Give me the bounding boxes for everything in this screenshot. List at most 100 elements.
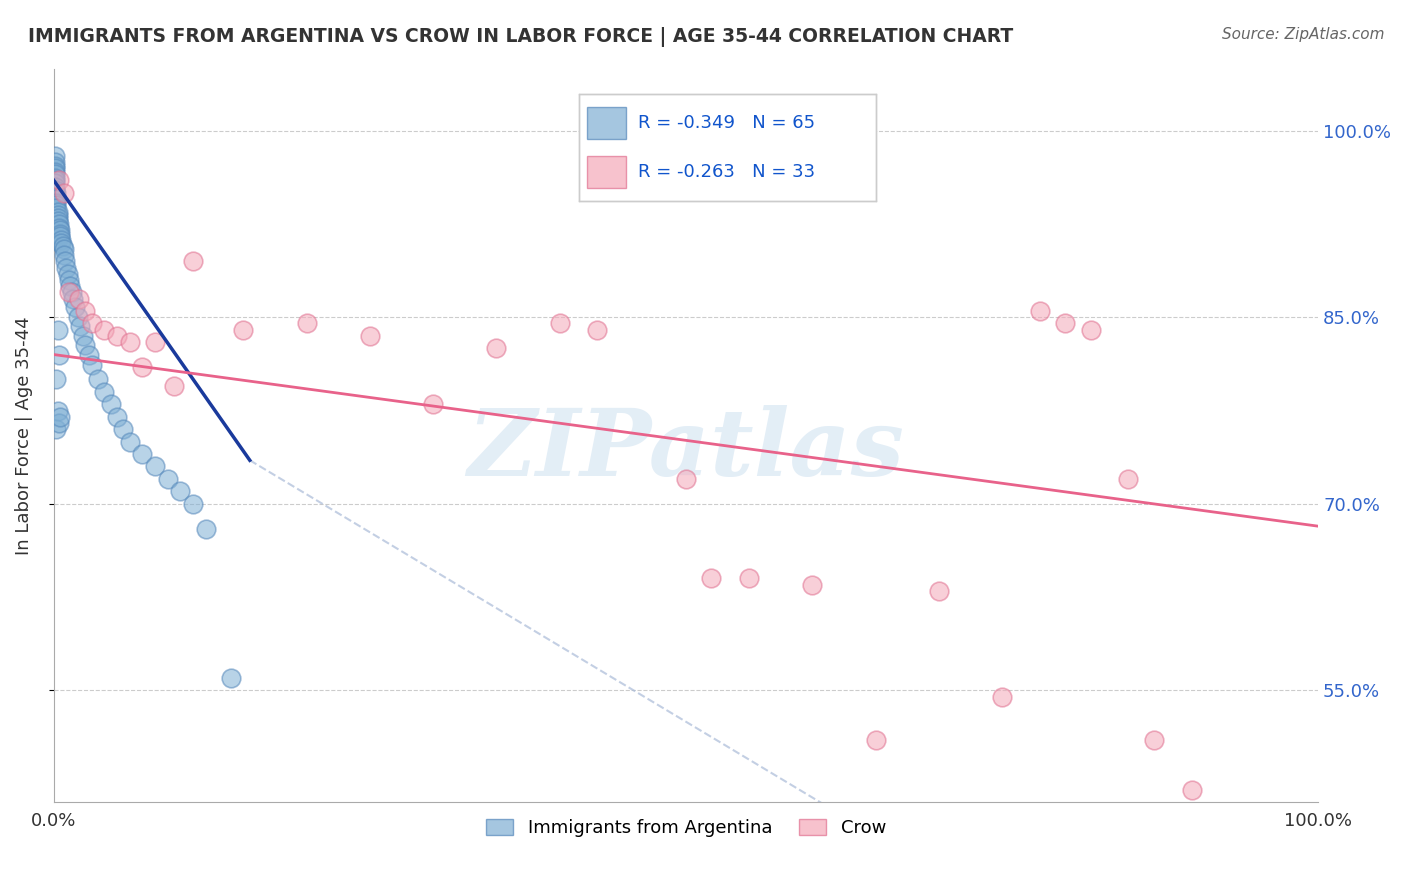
Point bbox=[194, 522, 217, 536]
Text: ZIPatlas: ZIPatlas bbox=[467, 405, 904, 495]
Point bbox=[801, 577, 824, 591]
Point bbox=[422, 397, 444, 411]
Point bbox=[295, 317, 318, 331]
Point bbox=[45, 201, 67, 215]
Point bbox=[100, 397, 122, 411]
Point bbox=[181, 497, 204, 511]
Point bbox=[49, 227, 72, 241]
Point bbox=[44, 148, 66, 162]
Point bbox=[45, 198, 67, 212]
Point bbox=[69, 318, 91, 333]
Point bbox=[48, 416, 70, 430]
Point bbox=[51, 233, 73, 247]
Point bbox=[45, 422, 67, 436]
Point bbox=[59, 279, 82, 293]
Point bbox=[45, 186, 67, 200]
Point bbox=[44, 167, 66, 181]
Point bbox=[44, 159, 66, 173]
Point bbox=[181, 254, 204, 268]
Point bbox=[58, 273, 80, 287]
Point bbox=[48, 173, 70, 187]
Legend: Immigrants from Argentina, Crow: Immigrants from Argentina, Crow bbox=[479, 812, 893, 845]
Point bbox=[45, 372, 67, 386]
Point bbox=[67, 292, 90, 306]
Point bbox=[131, 447, 153, 461]
Point bbox=[359, 329, 381, 343]
Point bbox=[87, 372, 110, 386]
Point bbox=[1118, 472, 1140, 486]
Point bbox=[118, 335, 141, 350]
Point bbox=[163, 378, 186, 392]
Point bbox=[49, 229, 72, 244]
Point bbox=[49, 223, 72, 237]
Point bbox=[105, 329, 128, 343]
Point bbox=[169, 484, 191, 499]
Point bbox=[44, 161, 66, 175]
Point bbox=[928, 583, 950, 598]
Point bbox=[118, 434, 141, 449]
Point bbox=[51, 235, 73, 250]
Point bbox=[548, 317, 571, 331]
Point bbox=[46, 323, 69, 337]
Point bbox=[586, 323, 609, 337]
Point bbox=[44, 173, 66, 187]
Point bbox=[44, 154, 66, 169]
Point bbox=[80, 358, 103, 372]
Point bbox=[156, 472, 179, 486]
Point bbox=[44, 171, 66, 186]
Y-axis label: In Labor Force | Age 35-44: In Labor Force | Age 35-44 bbox=[15, 316, 32, 555]
Point bbox=[44, 165, 66, 179]
Point bbox=[485, 342, 508, 356]
Point bbox=[75, 304, 97, 318]
Point bbox=[45, 195, 67, 210]
Point bbox=[45, 189, 67, 203]
Point bbox=[46, 204, 69, 219]
Text: Source: ZipAtlas.com: Source: ZipAtlas.com bbox=[1222, 27, 1385, 42]
Point bbox=[52, 248, 75, 262]
Point bbox=[105, 409, 128, 424]
Point bbox=[56, 267, 79, 281]
Point bbox=[219, 671, 242, 685]
Point bbox=[44, 183, 66, 197]
Point bbox=[65, 301, 87, 315]
Point bbox=[112, 422, 135, 436]
Point bbox=[143, 459, 166, 474]
Point bbox=[93, 323, 115, 337]
Point bbox=[675, 472, 697, 486]
Point bbox=[232, 323, 254, 337]
Point bbox=[46, 403, 69, 417]
Point bbox=[1181, 782, 1204, 797]
Point bbox=[48, 220, 70, 235]
Point bbox=[46, 208, 69, 222]
Point bbox=[66, 310, 89, 325]
Point bbox=[1080, 323, 1102, 337]
Point bbox=[49, 409, 72, 424]
Point bbox=[865, 733, 887, 747]
Point bbox=[143, 335, 166, 350]
Text: IMMIGRANTS FROM ARGENTINA VS CROW IN LABOR FORCE | AGE 35-44 CORRELATION CHART: IMMIGRANTS FROM ARGENTINA VS CROW IN LAB… bbox=[28, 27, 1014, 46]
Point bbox=[1143, 733, 1166, 747]
Point bbox=[52, 186, 75, 200]
Point bbox=[80, 317, 103, 331]
Point bbox=[55, 260, 77, 275]
Point bbox=[52, 242, 75, 256]
Point bbox=[131, 359, 153, 374]
Point bbox=[58, 285, 80, 300]
Point bbox=[75, 337, 97, 351]
Point bbox=[53, 254, 76, 268]
Point bbox=[991, 690, 1014, 704]
Point bbox=[48, 347, 70, 361]
Point bbox=[48, 217, 70, 231]
Point bbox=[62, 292, 84, 306]
Point bbox=[60, 285, 83, 300]
Point bbox=[52, 239, 75, 253]
Point bbox=[77, 347, 100, 361]
Point bbox=[45, 192, 67, 206]
Point bbox=[700, 571, 723, 585]
Point bbox=[72, 329, 94, 343]
Point bbox=[1029, 304, 1052, 318]
Point bbox=[93, 384, 115, 399]
Point bbox=[46, 211, 69, 225]
Point bbox=[738, 571, 761, 585]
Point bbox=[1054, 317, 1077, 331]
